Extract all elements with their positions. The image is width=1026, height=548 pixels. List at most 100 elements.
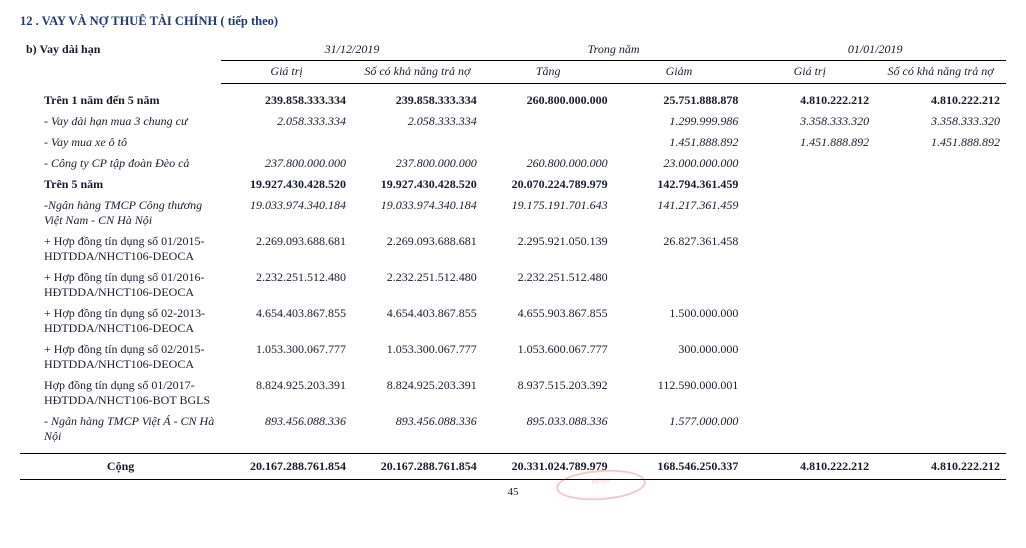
cell: 1.451.888.892 [744,132,875,153]
page-number: 45 [20,486,1006,498]
table-row: + Hợp đồng tín dụng số 02-2013-HDTDDA/NH… [20,303,1006,339]
cell: 8.937.515.203.392 [483,375,614,411]
table-row: - Vay dài hạn mua 3 chung cư 2.058.333.3… [20,111,1006,132]
cell [875,339,1006,375]
header-group-3: 01/01/2019 [744,39,1006,61]
cell: 2.058.333.334 [221,111,352,132]
cell [875,174,1006,195]
cell: 2.232.251.512.480 [483,267,614,303]
cell: 19.927.430.428.520 [352,174,483,195]
cell: 23.000.000.000 [614,153,745,174]
table-row: - Công ty CP tập đoàn Đèo cả 237.800.000… [20,153,1006,174]
cell: 1.053.300.067.777 [352,339,483,375]
table-row: - Ngân hàng TMCP Việt Á - CN Hà Nội 893.… [20,411,1006,447]
total-cell: 4.810.222.212 [875,454,1006,480]
cell: 2.232.251.512.480 [221,267,352,303]
col-header: Giá trị [744,61,875,84]
cell [875,153,1006,174]
cell: 8.824.925.203.391 [221,375,352,411]
cell [875,231,1006,267]
cell [483,132,614,153]
row-label: - Vay dài hạn mua 3 chung cư [20,111,221,132]
cell: 19.175.191.701.643 [483,195,614,231]
cell: 2.295.921.050.139 [483,231,614,267]
cell: 239.858.333.334 [352,90,483,111]
cell: 893.456.088.336 [352,411,483,447]
cell: 1.053.300.067.777 [221,339,352,375]
section-title: 12 . VAY VÀ NỢ THUÊ TÀI CHÍNH ( tiếp the… [20,14,1006,29]
col-header: Giá trị [221,61,352,84]
cell: 1.500.000.000 [614,303,745,339]
row-label: - Công ty CP tập đoàn Đèo cả [20,153,221,174]
loan-table: b) Vay dài hạn 31/12/2019 Trong năm 01/0… [20,39,1006,480]
cell [744,174,875,195]
table-row: -Ngân hàng TMCP Công thương Việt Nam - C… [20,195,1006,231]
row-label: - Vay mua xe ô tô [20,132,221,153]
cell [483,111,614,132]
row-label: + Hợp đồng tín dụng số 02/2015-HDTDDA/NH… [20,339,221,375]
cell: 25.751.888.878 [614,90,745,111]
cell: 4.810.222.212 [875,90,1006,111]
row-label: + Hợp đồng tín dụng số 02-2013-HDTDDA/NH… [20,303,221,339]
row-label: -Ngân hàng TMCP Công thương Việt Nam - C… [20,195,221,231]
cell [744,267,875,303]
cell: 2.269.093.688.681 [221,231,352,267]
cell: 2.232.251.512.480 [352,267,483,303]
cell: 4.655.903.867.855 [483,303,614,339]
cell [875,411,1006,447]
cell: 4.654.403.867.855 [221,303,352,339]
cell: 20.070.224.789.979 [483,174,614,195]
cell [744,231,875,267]
row-label: Trên 1 năm đến 5 năm [20,90,221,111]
total-row: Cộng 20.167.288.761.854 20.167.288.761.8… [20,454,1006,480]
row-label: Hợp đồng tín dụng số 01/2017-HĐTDDA/NHCT… [20,375,221,411]
cell: 4.810.222.212 [744,90,875,111]
cell: 1.451.888.892 [614,132,745,153]
cell: 26.827.361.458 [614,231,745,267]
total-cell: 20.167.288.761.854 [352,454,483,480]
cell [744,339,875,375]
row-label: + Hợp đồng tín dụng số 01/2015-HDTDDA/NH… [20,231,221,267]
total-label: Cộng [20,454,221,480]
cell: 1.299.999.986 [614,111,745,132]
total-cell: 168.546.250.337 [614,454,745,480]
cell: 3.358.333.320 [875,111,1006,132]
cell: 895.033.088.336 [483,411,614,447]
cell [614,267,745,303]
cell [875,375,1006,411]
table-row: - Vay mua xe ô tô 1.451.888.892 1.451.88… [20,132,1006,153]
cell [875,303,1006,339]
cell: 260.800.000.000 [483,153,614,174]
col-header: Giảm [614,61,745,84]
cell: 1.451.888.892 [875,132,1006,153]
table-row: Trên 1 năm đến 5 năm 239.858.333.334 239… [20,90,1006,111]
section-title-text: VAY VÀ NỢ THUÊ TÀI CHÍNH ( tiếp theo) [42,14,278,28]
cell: 2.269.093.688.681 [352,231,483,267]
cell: 142.794.361.459 [614,174,745,195]
cell: 1.577.000.000 [614,411,745,447]
table-row: + Hợp đồng tín dụng số 01/2016-HĐTDDA/NH… [20,267,1006,303]
total-cell: 20.167.288.761.854 [221,454,352,480]
cell: 237.800.000.000 [352,153,483,174]
cell [744,375,875,411]
cell: 8.824.925.203.391 [352,375,483,411]
table-row: Trên 5 năm 19.927.430.428.520 19.927.430… [20,174,1006,195]
total-cell: 20.331.024.789.979 [483,454,614,480]
cell [744,411,875,447]
cell: 260.800.000.000 [483,90,614,111]
cell: 4.654.403.867.855 [352,303,483,339]
cell: 19.033.974.340.184 [221,195,352,231]
col-header: Số có khả năng trả nợ [352,61,483,84]
subsection-label: b) Vay dài hạn [20,39,221,61]
table-row: + Hợp đồng tín dụng số 02/2015-HDTDDA/NH… [20,339,1006,375]
cell: 2.058.333.334 [352,111,483,132]
cell [744,303,875,339]
cell: 300.000.000 [614,339,745,375]
row-label: Trên 5 năm [20,174,221,195]
cell [875,195,1006,231]
col-header: Số có khả năng trả nợ [875,61,1006,84]
row-label: + Hợp đồng tín dụng số 01/2016-HĐTDDA/NH… [20,267,221,303]
cell [221,132,352,153]
cell [744,195,875,231]
row-label: - Ngân hàng TMCP Việt Á - CN Hà Nội [20,411,221,447]
